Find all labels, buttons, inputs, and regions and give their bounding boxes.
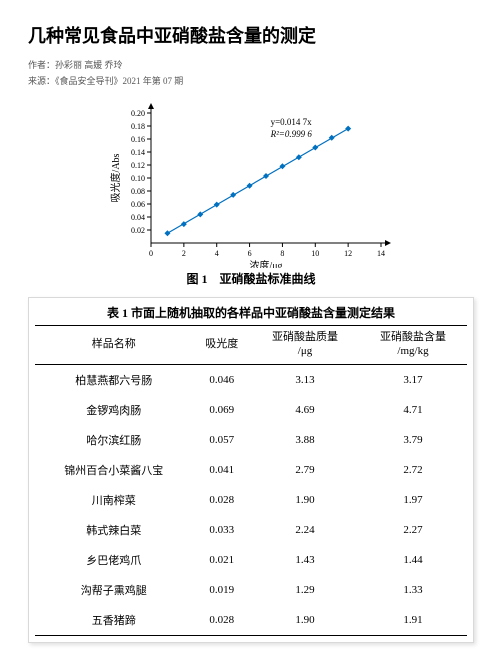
table-row: 哈尔滨红肠0.0573.883.79 bbox=[35, 425, 467, 455]
table-col-header: 吸光度 bbox=[193, 326, 252, 365]
table-cell: 2.24 bbox=[251, 515, 359, 545]
table-cell: 1.90 bbox=[251, 485, 359, 515]
table-col-header: 样品名称 bbox=[35, 326, 193, 365]
table-cell: 金锣鸡肉肠 bbox=[35, 395, 193, 425]
table-cell: 0.021 bbox=[193, 545, 252, 575]
table-cell: 4.71 bbox=[359, 395, 467, 425]
table-row: 金锣鸡肉肠0.0694.694.71 bbox=[35, 395, 467, 425]
table-cell: 柏慧燕都六号肠 bbox=[35, 364, 193, 395]
svg-text:吸光度/Abs: 吸光度/Abs bbox=[109, 153, 122, 202]
chart-caption: 图 1 亚硝酸盐标准曲线 bbox=[186, 270, 315, 287]
svg-text:0.08: 0.08 bbox=[131, 187, 145, 196]
authors: 孙彩丽 高媛 乔玲 bbox=[55, 60, 123, 70]
table-body: 柏慧燕都六号肠0.0463.133.17金锣鸡肉肠0.0694.694.71哈尔… bbox=[35, 364, 467, 635]
table-cell: 0.057 bbox=[193, 425, 252, 455]
svg-text:0.06: 0.06 bbox=[131, 200, 145, 209]
table-row: 五香猪蹄0.0281.901.91 bbox=[35, 605, 467, 636]
table-caption: 表 1 市面上随机抽取的各样品中亚硝酸盐含量测定结果 bbox=[35, 298, 467, 325]
table-cell: 0.069 bbox=[193, 395, 252, 425]
svg-text:0.12: 0.12 bbox=[131, 161, 145, 170]
table-cell: 0.019 bbox=[193, 575, 252, 605]
table-col-header: 亚硝酸盐含量/mg/kg bbox=[359, 326, 467, 365]
table-cell: 0.041 bbox=[193, 455, 252, 485]
table-cell: 五香猪蹄 bbox=[35, 605, 193, 636]
table-cell: 3.13 bbox=[251, 364, 359, 395]
table-cell: 1.43 bbox=[251, 545, 359, 575]
table-cell: 锦州百合小菜酱八宝 bbox=[35, 455, 193, 485]
table-row: 乡巴佬鸡爪0.0211.431.44 bbox=[35, 545, 467, 575]
source: 《食品安全导刊》2021 年第 07 期 bbox=[55, 76, 183, 86]
svg-text:浓度/μg: 浓度/μg bbox=[249, 259, 282, 268]
source-line: 来源：《食品安全导刊》2021 年第 07 期 bbox=[28, 74, 474, 87]
table-row: 柏慧燕都六号肠0.0463.133.17 bbox=[35, 364, 467, 395]
table-cell: 3.17 bbox=[359, 364, 467, 395]
table-cell: 1.91 bbox=[359, 605, 467, 636]
svg-text:10: 10 bbox=[311, 249, 319, 258]
svg-text:8: 8 bbox=[280, 249, 284, 258]
table-cell: 0.028 bbox=[193, 605, 252, 636]
calibration-chart: 0 2 4 6 8 10 12 14 0.02 0.04 0.06 0.08 0.10 0.12 0.14 0… bbox=[101, 93, 401, 268]
table-cell: 乡巴佬鸡爪 bbox=[35, 545, 193, 575]
svg-text:0.02: 0.02 bbox=[131, 226, 145, 235]
table-row: 锦州百合小菜酱八宝0.0412.792.72 bbox=[35, 455, 467, 485]
table-cell: 沟帮子熏鸡腿 bbox=[35, 575, 193, 605]
svg-text:0.10: 0.10 bbox=[131, 174, 145, 183]
svg-text:0: 0 bbox=[149, 249, 153, 258]
svg-text:0.16: 0.16 bbox=[131, 135, 145, 144]
svg-text:0.14: 0.14 bbox=[131, 148, 145, 157]
svg-text:2: 2 bbox=[182, 249, 186, 258]
page-title: 几种常见食品中亚硝酸盐含量的测定 bbox=[28, 22, 474, 48]
author-line: 作者：孙彩丽 高媛 乔玲 bbox=[28, 58, 474, 71]
table-header-row: 样品名称吸光度亚硝酸盐质量/μg亚硝酸盐含量/mg/kg bbox=[35, 326, 467, 365]
svg-text:0.20: 0.20 bbox=[131, 109, 145, 118]
table-cell: 哈尔滨红肠 bbox=[35, 425, 193, 455]
svg-text:0.18: 0.18 bbox=[131, 122, 145, 131]
table-row: 韩式辣白菜0.0332.242.27 bbox=[35, 515, 467, 545]
table-cell: 3.79 bbox=[359, 425, 467, 455]
table-cell: 1.97 bbox=[359, 485, 467, 515]
table-cell: 1.29 bbox=[251, 575, 359, 605]
table-cell: 2.27 bbox=[359, 515, 467, 545]
svg-text:12: 12 bbox=[344, 249, 352, 258]
results-table: 样品名称吸光度亚硝酸盐质量/μg亚硝酸盐含量/mg/kg 柏慧燕都六号肠0.04… bbox=[35, 325, 467, 636]
table-cell: 1.44 bbox=[359, 545, 467, 575]
source-label: 来源： bbox=[28, 76, 55, 86]
table-cell: 川南榨菜 bbox=[35, 485, 193, 515]
table-cell: 1.33 bbox=[359, 575, 467, 605]
svg-text:y=0.014 7x: y=0.014 7x bbox=[271, 117, 313, 127]
svg-text:4: 4 bbox=[215, 249, 219, 258]
table-cell: 0.028 bbox=[193, 485, 252, 515]
table-cell: 2.79 bbox=[251, 455, 359, 485]
svg-text:R²=0.999 6: R²=0.999 6 bbox=[270, 129, 313, 139]
table-cell: 3.88 bbox=[251, 425, 359, 455]
table-row: 川南榨菜0.0281.901.97 bbox=[35, 485, 467, 515]
author-label: 作者： bbox=[28, 60, 55, 70]
table-cell: 2.72 bbox=[359, 455, 467, 485]
svg-text:6: 6 bbox=[248, 249, 252, 258]
table-col-header: 亚硝酸盐质量/μg bbox=[251, 326, 359, 365]
svg-text:0.04: 0.04 bbox=[131, 213, 145, 222]
table-cell: 4.69 bbox=[251, 395, 359, 425]
table-cell: 韩式辣白菜 bbox=[35, 515, 193, 545]
table-row: 沟帮子熏鸡腿0.0191.291.33 bbox=[35, 575, 467, 605]
table-cell: 1.90 bbox=[251, 605, 359, 636]
table-cell: 0.033 bbox=[193, 515, 252, 545]
svg-text:14: 14 bbox=[377, 249, 385, 258]
table-cell: 0.046 bbox=[193, 364, 252, 395]
